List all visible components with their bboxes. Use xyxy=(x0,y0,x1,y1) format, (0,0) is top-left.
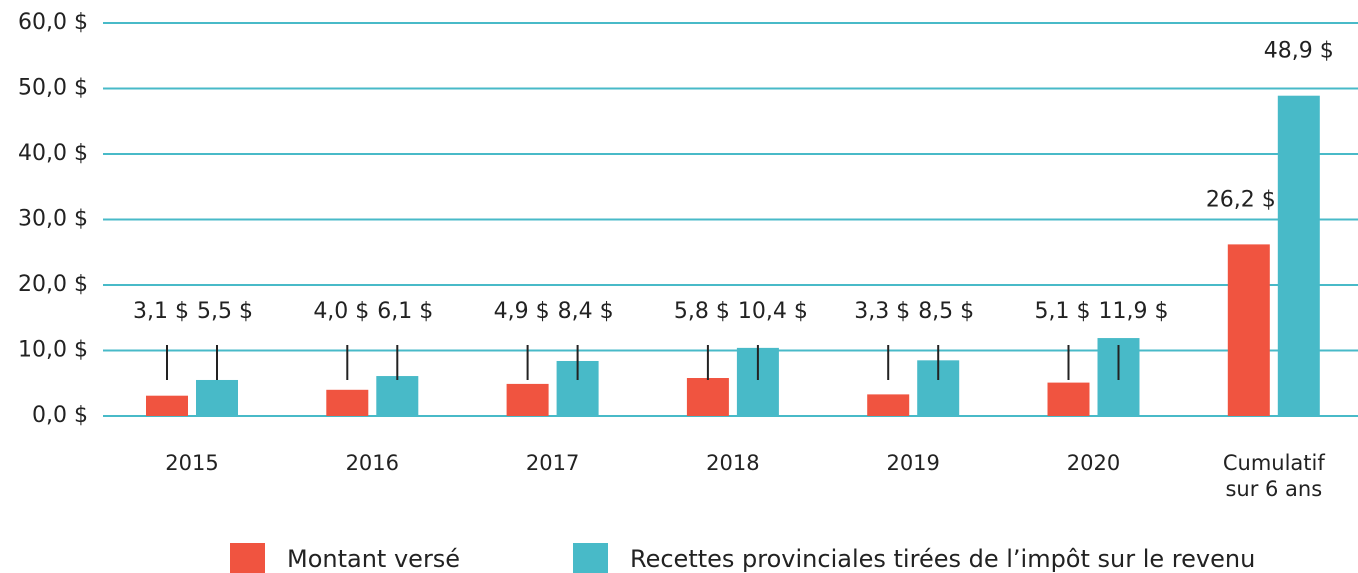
bar xyxy=(1047,382,1090,416)
x-tick-label: Cumulatif sur 6 ans xyxy=(1222,451,1325,501)
y-tick-label: 0,0 $ xyxy=(32,403,88,428)
data-label: 48,9 $ xyxy=(1264,39,1334,64)
legend-swatch xyxy=(230,543,265,573)
y-tick-label: 20,0 $ xyxy=(18,272,88,297)
bar xyxy=(326,389,369,416)
data-label: 26,2 $ xyxy=(1206,187,1276,212)
legend-swatch xyxy=(573,543,608,573)
x-tick-label: 2018 xyxy=(706,451,760,475)
x-tick-label: 2016 xyxy=(345,451,400,475)
x-tick-label: 2019 xyxy=(886,451,940,475)
bar xyxy=(1227,244,1270,416)
y-tick-label: 10,0 $ xyxy=(18,338,88,363)
data-label: 8,4 $ xyxy=(558,299,614,324)
data-label: 4,9 $ xyxy=(494,299,550,324)
data-label: 3,1 $ xyxy=(133,299,189,324)
data-label: 5,5 $ xyxy=(197,299,253,324)
y-tick-label: 60,0 $ xyxy=(18,10,88,35)
bar xyxy=(506,383,549,416)
bar xyxy=(686,378,729,416)
y-tick-label: 40,0 $ xyxy=(18,141,88,166)
data-label: 10,4 $ xyxy=(738,299,808,324)
data-label: 4,0 $ xyxy=(313,299,369,324)
x-tick-label: 2015 xyxy=(165,451,219,475)
y-tick-label: 50,0 $ xyxy=(18,76,88,101)
data-label: 8,5 $ xyxy=(918,299,974,324)
data-label: 5,1 $ xyxy=(1035,299,1091,324)
bar xyxy=(1277,95,1320,416)
bar xyxy=(146,395,188,416)
data-label: 6,1 $ xyxy=(377,299,433,324)
data-label: 3,3 $ xyxy=(854,299,910,324)
legend-label: Recettes provinciales tirées de l’impôt … xyxy=(630,545,1255,573)
legend-label: Montant versé xyxy=(287,545,460,573)
y-tick-label: 30,0 $ xyxy=(18,207,88,232)
bar xyxy=(196,379,238,416)
bar xyxy=(867,394,910,416)
data-label: 5,8 $ xyxy=(674,299,730,324)
data-label: 11,9 $ xyxy=(1099,299,1169,324)
bar xyxy=(376,376,419,416)
x-tick-label: 2020 xyxy=(1066,451,1121,475)
x-tick-label: 2017 xyxy=(525,451,580,475)
